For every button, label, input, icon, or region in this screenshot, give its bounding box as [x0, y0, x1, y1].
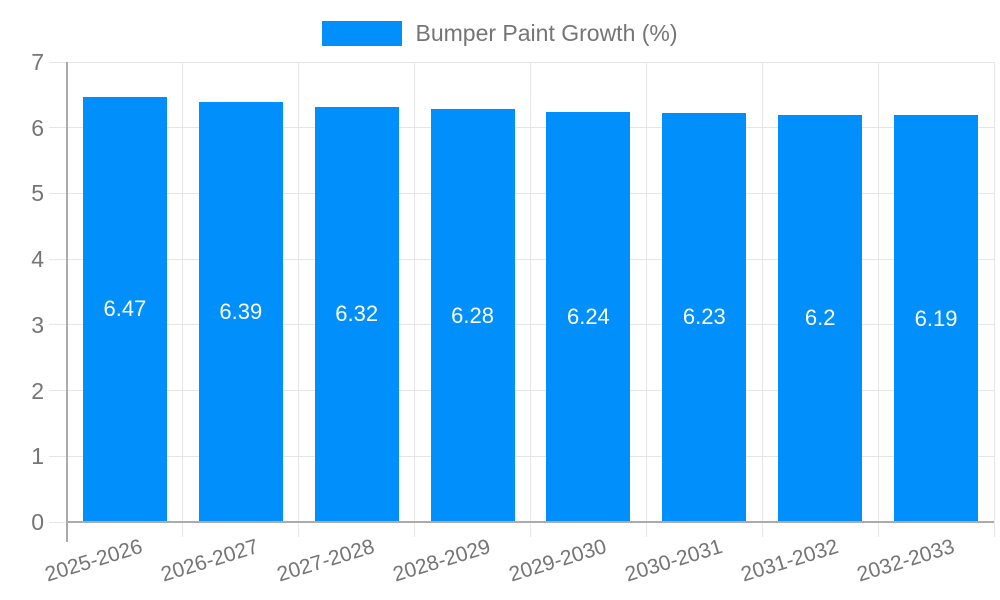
- gridline-x: [530, 62, 531, 537]
- bar-value-label: 6.19: [914, 305, 958, 331]
- legend: Bumper Paint Growth (%): [0, 21, 1000, 46]
- y-axis-tick-label: 2: [31, 377, 44, 404]
- bar: [198, 102, 283, 522]
- x-axis-tick-label: 2026-2027: [158, 535, 262, 587]
- bar: [778, 114, 863, 522]
- x-axis-tick-label: 2030-2031: [622, 535, 726, 587]
- bar-value-label: 6.39: [219, 299, 263, 324]
- y-tick-mark: [49, 61, 67, 63]
- bar-value-label: 6.2: [804, 305, 836, 331]
- x-axis-tick-label: 2031-2032: [738, 535, 841, 587]
- y-axis-tick-label: 7: [31, 49, 44, 75]
- legend-swatch: [322, 21, 403, 46]
- y-tick-mark: [49, 455, 67, 457]
- x-axis-tick-label: 2032-2033: [854, 535, 957, 587]
- y-axis-tick-label: 5: [31, 180, 44, 207]
- y-axis-tick-label: 3: [31, 311, 44, 338]
- gridline-x: [993, 62, 995, 537]
- y-tick-mark: [49, 127, 67, 129]
- bar: [82, 96, 167, 522]
- gridline-x: [414, 62, 416, 537]
- gridline-x: [298, 62, 300, 537]
- y-tick-mark: [49, 258, 67, 260]
- gridline-x: [645, 62, 647, 537]
- bar: [430, 109, 515, 522]
- y-axis-line: [66, 62, 68, 542]
- y-axis-tick-label: 0: [31, 509, 44, 535]
- bar-value-label: 6.23: [682, 304, 726, 330]
- y-tick-mark: [49, 192, 67, 194]
- bar: [662, 112, 747, 522]
- gridline-x: [761, 62, 763, 537]
- gridline-x: [182, 62, 184, 537]
- y-axis-tick-label: 4: [31, 246, 44, 273]
- gridline-x: [877, 62, 879, 537]
- legend-label: Bumper Paint Growth (%): [415, 20, 678, 46]
- x-axis-tick-label: 2029-2030: [506, 535, 610, 587]
- y-tick-mark: [49, 390, 67, 392]
- y-tick-mark: [49, 521, 67, 523]
- x-axis-tick-label: 2027-2028: [274, 535, 378, 587]
- x-axis-tick-label: 2025-2026: [42, 535, 146, 587]
- bar-value-label: 6.47: [103, 296, 147, 322]
- bar-value-label: 6.28: [451, 302, 494, 328]
- bar: [314, 106, 399, 522]
- y-tick-mark: [49, 324, 67, 326]
- x-axis-line: [67, 521, 994, 523]
- bar-value-label: 6.24: [566, 304, 610, 329]
- bar: [546, 111, 631, 522]
- bar-value-label: 6.32: [335, 301, 379, 327]
- x-axis-tick-label: 2028-2029: [390, 535, 494, 587]
- bar: [894, 115, 979, 522]
- y-axis-tick-label: 1: [31, 443, 44, 470]
- y-axis-tick-label: 6: [31, 114, 44, 141]
